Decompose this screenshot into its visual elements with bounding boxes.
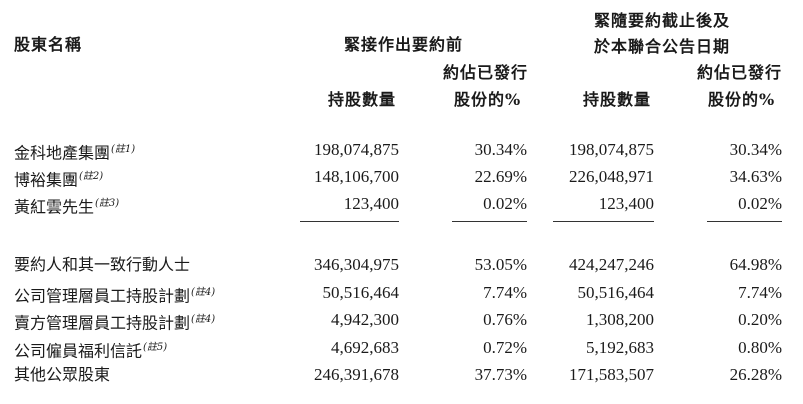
shares-before-cell: 198,074,875 bbox=[314, 140, 399, 159]
header-pct-after-line1: 約佔已發行 bbox=[697, 63, 783, 82]
footnote-ref: (註1) bbox=[111, 144, 136, 155]
pct-before-cell: 30.34% bbox=[474, 140, 527, 159]
footnote-ref: (註5) bbox=[143, 341, 168, 353]
pct-after-cell: 26.28% bbox=[729, 365, 782, 384]
shareholder-name: 黃紅雲先生(註3) bbox=[14, 192, 119, 219]
subtotal-rule-shares-after bbox=[553, 221, 654, 222]
pct-after-cell: 0.80% bbox=[738, 337, 782, 357]
header-after-offer-line2: 於本聯合公告日期 bbox=[594, 37, 731, 56]
pct-after-cell: 34.63% bbox=[729, 167, 782, 186]
pct-before-cell: 22.69% bbox=[474, 167, 527, 186]
footnote-ref: (註2) bbox=[79, 171, 104, 182]
pct-before-cell: 37.73% bbox=[474, 365, 527, 384]
shareholder-name: 金科地產集團(註1) bbox=[14, 138, 135, 165]
header-pct-after-line2: 股份的% bbox=[708, 90, 776, 109]
subtotal-rule-pct-before bbox=[452, 221, 527, 222]
shareholder-name-text: 金科地產集團 bbox=[14, 143, 111, 163]
shareholder-name-text: 黃紅雲先生 bbox=[14, 197, 95, 217]
header-pct-before-line2: 股份的% bbox=[454, 90, 522, 109]
shares-before-cell: 346,304,975 bbox=[314, 255, 399, 274]
footnote-ref: (註4) bbox=[191, 314, 216, 325]
subtotal-rule-shares-before bbox=[300, 221, 399, 222]
shareholder-name: 博裕集團(註2) bbox=[14, 165, 103, 192]
shares-after-cell: 123,400 bbox=[598, 194, 654, 213]
shareholder-name: 公司管理層員工持股計劃(註4) bbox=[14, 281, 215, 308]
shareholder-name-text: 要約人和其一致行動人士 bbox=[14, 255, 191, 274]
shares-after-cell: 5,192,683 bbox=[586, 337, 654, 357]
pct-after-cell: 64.98% bbox=[729, 255, 782, 274]
shares-before-cell: 246,391,678 bbox=[314, 365, 399, 384]
header-before-offer: 緊接作出要約前 bbox=[344, 35, 464, 54]
shares-before-cell: 4,942,300 bbox=[331, 310, 399, 329]
pct-before-cell: 0.76% bbox=[483, 310, 527, 329]
shareholder-name-text: 公司僱員福利信託 bbox=[14, 340, 143, 360]
header-after-offer-line1: 緊隨要約截止後及 bbox=[594, 11, 731, 30]
shares-after-cell: 171,583,507 bbox=[569, 365, 654, 384]
pct-before-cell: 53.05% bbox=[474, 255, 527, 274]
shareholder-name: 公司僱員福利信託(註5) bbox=[14, 336, 167, 363]
shares-before-cell: 50,516,464 bbox=[322, 282, 400, 302]
shares-after-cell: 226,048,971 bbox=[569, 167, 654, 186]
footnote-ref: (註3) bbox=[95, 198, 120, 209]
shareholder-name-text: 公司管理層員工持股計劃 bbox=[14, 285, 191, 305]
pct-after-cell: 30.34% bbox=[729, 140, 782, 159]
header-shares-after: 持股數量 bbox=[583, 90, 652, 109]
shares-before-cell: 148,106,700 bbox=[314, 167, 399, 186]
header-shareholder: 股東名稱 bbox=[14, 35, 83, 54]
pct-after-cell: 0.02% bbox=[738, 194, 782, 213]
pct-before-cell: 0.02% bbox=[483, 194, 527, 213]
shares-before-cell: 4,692,683 bbox=[331, 337, 399, 357]
shares-after-cell: 424,247,246 bbox=[569, 255, 654, 274]
shareholder-name-text: 博裕集團 bbox=[14, 170, 79, 190]
pct-before-cell: 7.74% bbox=[483, 282, 527, 302]
header-pct-before-line1: 約佔已發行 bbox=[443, 63, 529, 82]
pct-after-cell: 7.74% bbox=[738, 282, 782, 302]
shareholder-name-text: 賣方管理層員工持股計劃 bbox=[14, 313, 191, 333]
header-shares-before: 持股數量 bbox=[328, 90, 397, 109]
pct-before-cell: 0.72% bbox=[483, 337, 527, 357]
shares-before-cell: 123,400 bbox=[343, 194, 399, 213]
shareholder-name-text: 其他公眾股東 bbox=[14, 365, 111, 384]
shares-after-cell: 1,308,200 bbox=[586, 310, 654, 329]
shareholder-name: 要約人和其一致行動人士 bbox=[14, 253, 190, 277]
shareholder-name: 其他公眾股東 bbox=[14, 363, 110, 387]
pct-after-cell: 0.20% bbox=[738, 310, 782, 329]
subtotal-rule-pct-after bbox=[707, 221, 782, 222]
shareholder-name: 賣方管理層員工持股計劃(註4) bbox=[14, 308, 215, 335]
shares-after-cell: 50,516,464 bbox=[577, 282, 655, 302]
footnote-ref: (註4) bbox=[191, 286, 216, 298]
shares-after-cell: 198,074,875 bbox=[569, 140, 654, 159]
